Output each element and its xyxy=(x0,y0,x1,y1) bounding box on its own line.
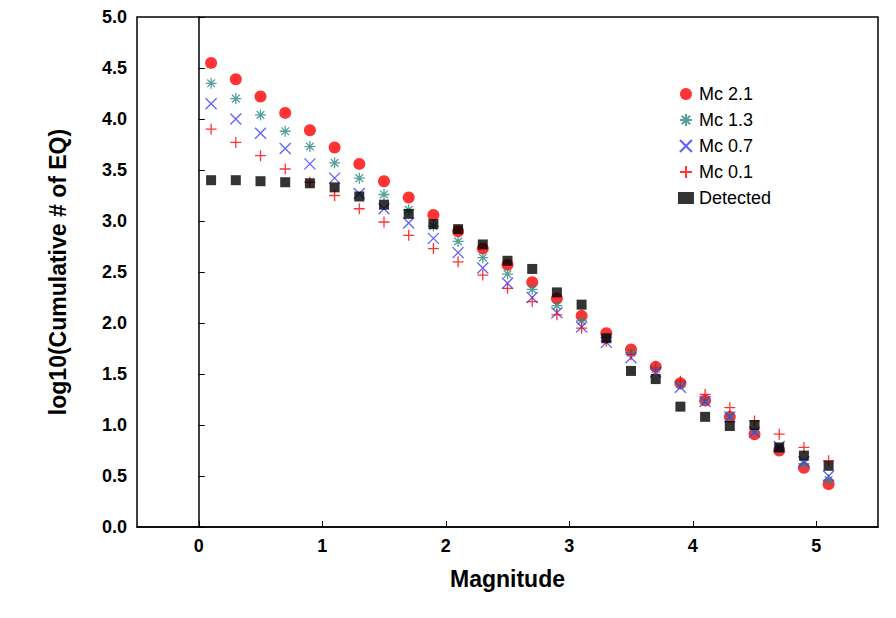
svg-text:4.5: 4.5 xyxy=(102,58,127,78)
svg-text:Mc 0.1: Mc 0.1 xyxy=(699,162,753,182)
svg-text:Mc 2.1: Mc 2.1 xyxy=(699,84,753,104)
svg-text:Mc 1.3: Mc 1.3 xyxy=(699,110,753,130)
svg-text:2: 2 xyxy=(441,536,451,556)
svg-text:1: 1 xyxy=(317,536,327,556)
svg-text:3: 3 xyxy=(564,536,574,556)
svg-text:3.5: 3.5 xyxy=(102,160,127,180)
svg-text:4: 4 xyxy=(688,536,698,556)
svg-text:3.0: 3.0 xyxy=(102,211,127,231)
svg-text:log10(Cumulative # of EQ): log10(Cumulative # of EQ) xyxy=(45,129,71,415)
svg-text:4.0: 4.0 xyxy=(102,109,127,129)
svg-text:0: 0 xyxy=(194,536,204,556)
svg-text:0.0: 0.0 xyxy=(102,517,127,537)
svg-text:0.5: 0.5 xyxy=(102,466,127,486)
svg-text:Detected: Detected xyxy=(699,188,771,208)
svg-text:Magnitude: Magnitude xyxy=(450,566,565,592)
svg-text:Mc 0.7: Mc 0.7 xyxy=(699,136,753,156)
svg-text:5.0: 5.0 xyxy=(102,7,127,27)
svg-text:2.0: 2.0 xyxy=(102,313,127,333)
svg-text:2.5: 2.5 xyxy=(102,262,127,282)
svg-text:5: 5 xyxy=(811,536,821,556)
svg-text:1.5: 1.5 xyxy=(102,364,127,384)
svg-text:1.0: 1.0 xyxy=(102,415,127,435)
